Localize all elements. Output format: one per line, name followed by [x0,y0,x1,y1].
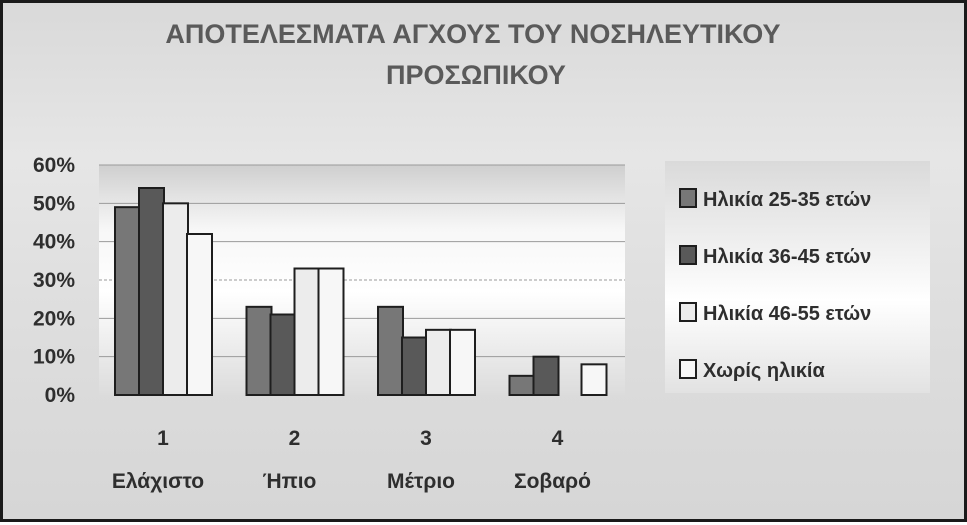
y-tick-label: 30% [33,269,75,292]
category-label: Ήπιο [263,470,317,493]
bar-series-4-cat-3 [449,328,476,397]
y-axis-tick-labels: 0% 10% 20% 30% 40% 50% 60% [33,154,75,407]
chart-title-line-2: ΠΡΟΣΩΠΙΚΟΥ [386,60,566,90]
y-tick-label: 40% [33,231,75,254]
bar-series-4-cat-2 [317,267,345,396]
chart-svg: ΑΠΟΤΕΛΕΣΜΑΤΑ ΑΓΧΟΥΣ ΤΟΥ ΝΟΣΗΛΕΥΤΙΚΟΥ ΠΡΟ… [33,19,930,493]
legend-box [665,161,930,393]
bar-series-1-cat-2 [245,305,273,397]
category-number: 3 [420,427,432,450]
y-tick-label: 20% [33,307,75,330]
bar-series-3-cat-3 [425,328,452,397]
legend-swatch [679,359,697,379]
legend-label: Ηλικία 36-45 ετών [703,246,871,268]
bar-series-2-cat-3 [401,336,428,396]
bar-series-3-cat-2 [293,267,321,396]
y-tick-label: 60% [33,154,75,177]
legend-label: Ηλικία 25-35 ετών [703,189,871,211]
y-tick-label: 50% [33,192,75,215]
bars [114,187,608,397]
chart-title-line-1: ΑΠΟΤΕΛΕΣΜΑΤΑ ΑΓΧΟΥΣ ΤΟΥ ΝΟΣΗΛΕΥΤΙΚΟΥ [165,19,780,49]
legend-swatch [679,245,697,265]
category-label: Σοβαρό [514,470,591,493]
legend-label: Ηλικία 46-55 ετών [703,303,871,325]
bar-series-4-cat-1 [186,233,213,396]
bar-series-1-cat-3 [377,305,404,397]
bar-series-3-cat-1 [162,202,189,396]
bar-series-2-cat-4 [532,355,560,396]
bar-series-1-cat-1 [114,206,141,396]
category-number: 4 [552,427,564,450]
bar-series-1-cat-4 [508,374,536,397]
legend-swatch [679,302,697,322]
y-tick-label: 0% [45,384,76,407]
bar-series-2-cat-2 [269,313,297,396]
category-label: Μέτριο [387,470,455,493]
legend-swatch [679,188,697,208]
bar-series-2-cat-1 [138,187,165,396]
category-number: 2 [289,427,301,450]
x-axis-category-labels: 1 Ελάχιστο 2 Ήπιο 3 Μέτριο 4 Σοβαρό [112,427,591,493]
category-label: Ελάχιστο [112,470,204,493]
legend: Ηλικία 25-35 ετών Ηλικία 36-45 ετών Ηλικία… [679,188,871,382]
bar-series-4-cat-4 [580,363,608,397]
legend-label: Χωρίς ηλικία [703,360,825,382]
y-tick-label: 10% [33,346,75,369]
category-number: 1 [157,427,169,450]
